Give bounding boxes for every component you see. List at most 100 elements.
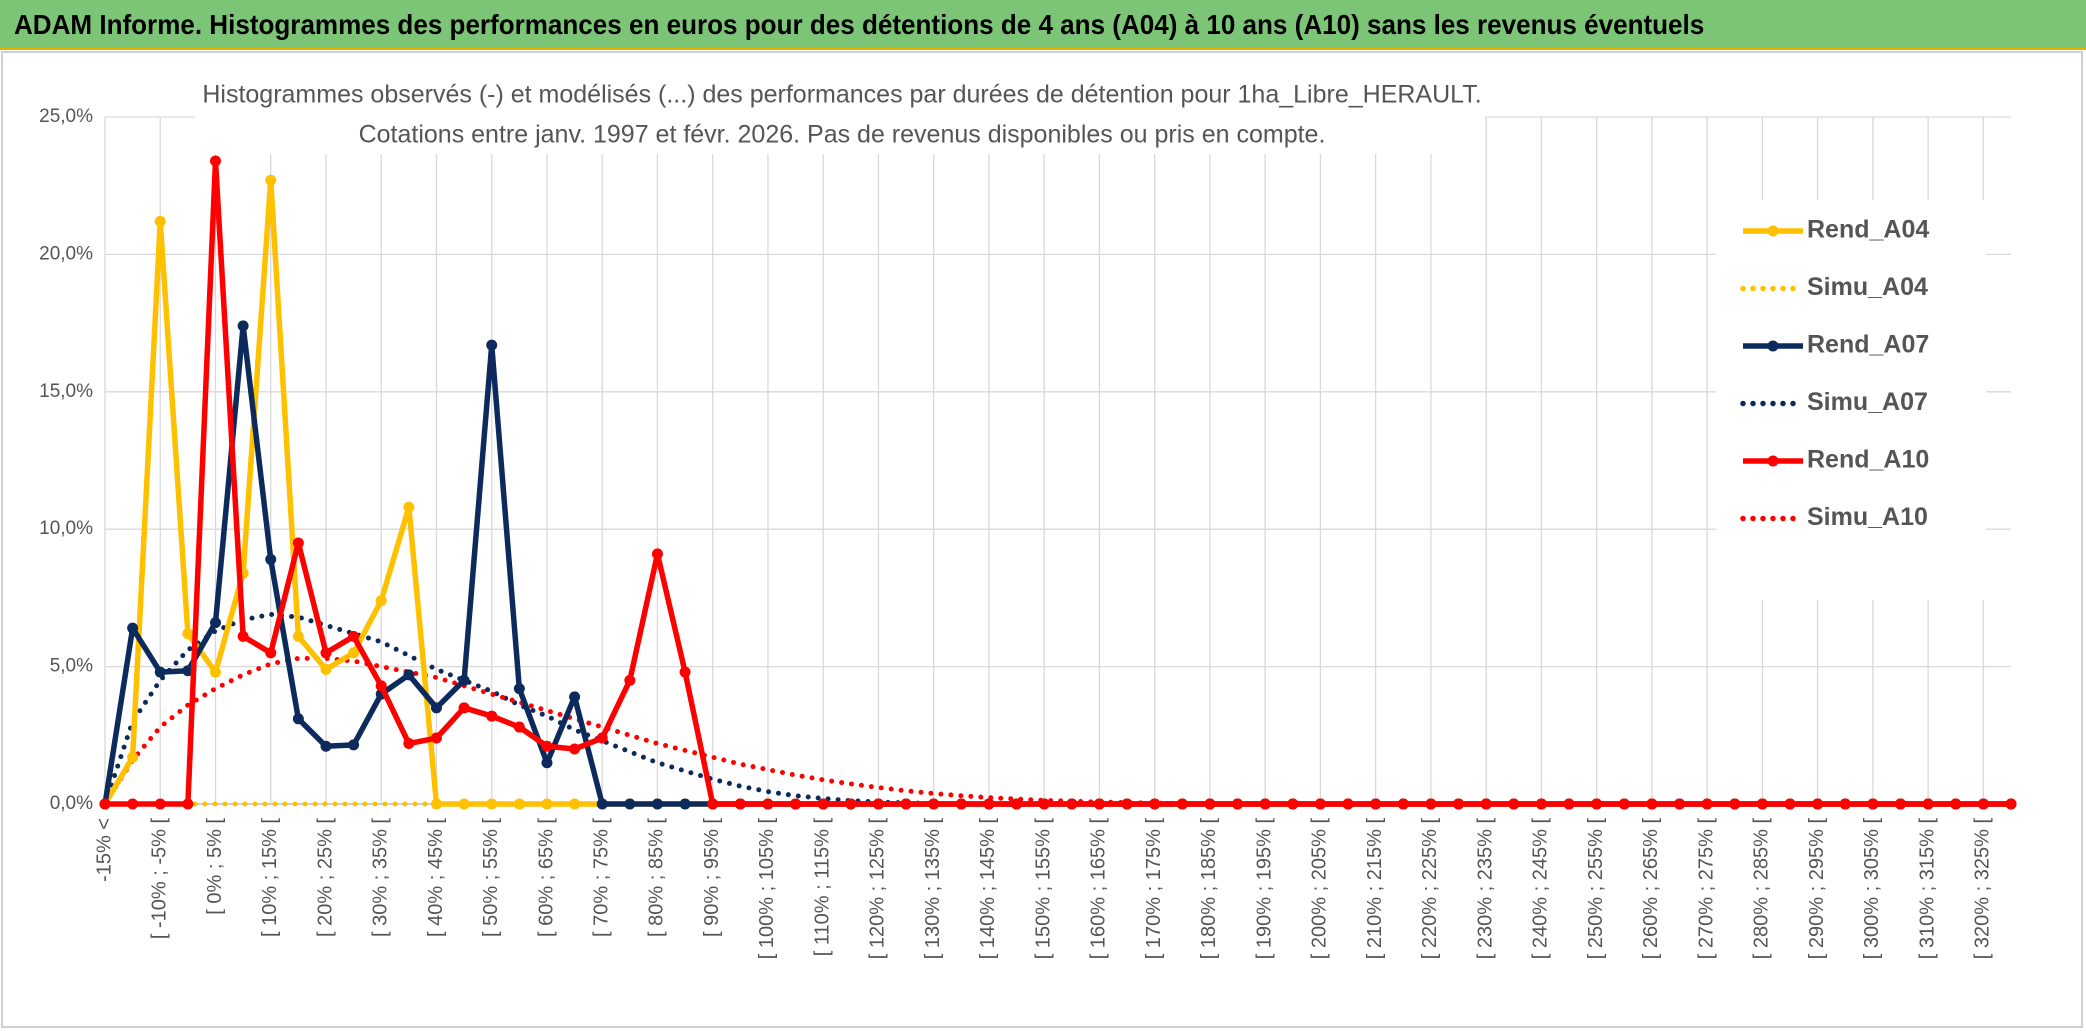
point [1922,798,1934,810]
point [486,798,498,810]
point [569,691,581,703]
point [209,155,221,167]
point [1756,798,1768,810]
chart-title: Histogrammes observés (-) et modélisés (… [202,81,1481,109]
point [1038,798,1050,810]
point [375,595,387,607]
point [292,537,304,549]
point [1618,798,1630,810]
point [1701,798,1713,810]
point [928,798,940,810]
x-tick-label: [ 160% ; 165% [ [1088,818,1110,960]
point [624,674,636,686]
x-tick-label: [ 90% ; 95% [ [701,818,723,937]
legend-label: Rend_A07 [1807,331,1929,359]
point [513,683,525,695]
point [569,743,581,755]
point [1839,798,1851,810]
point [1149,798,1161,810]
point [403,501,415,513]
point [403,669,415,681]
legend-box [1716,200,1986,600]
point [1370,798,1382,810]
title-box [195,70,1485,154]
x-tick-label: [ 10% ; 15% [ [259,818,281,937]
x-tick-label: [ 50% ; 55% [ [480,818,502,937]
point [679,798,691,810]
point [154,798,166,810]
legend-label: Simu_A07 [1807,388,1928,416]
point [1342,798,1354,810]
x-tick-label: [ 20% ; 25% [ [314,818,336,937]
point [762,798,774,810]
point [430,798,442,810]
point [1287,798,1299,810]
point [1121,798,1133,810]
x-tick-label: [ 310% ; 315% [ [1916,818,1938,960]
point [790,798,802,810]
point [1784,798,1796,810]
point [209,617,221,629]
x-tick-label: [ 40% ; 45% [ [425,818,447,937]
point [458,674,470,686]
x-tick-label: [ 240% ; 245% [ [1530,818,1552,960]
x-tick-label: [ 120% ; 125% [ [867,818,889,960]
point [1425,798,1437,810]
point [486,339,498,351]
point [596,732,608,744]
point [1259,798,1271,810]
point [127,798,139,810]
x-tick-label: [ 260% ; 265% [ [1640,818,1662,960]
point [1176,798,1188,810]
legend-label: Simu_A04 [1807,273,1928,301]
point [1397,798,1409,810]
point [430,732,442,744]
point [624,798,636,810]
point [127,751,139,763]
point [513,721,525,733]
y-tick-label: 15,0% [39,381,93,402]
point [1232,798,1244,810]
point [872,798,884,810]
point [458,798,470,810]
point [1093,798,1105,810]
x-tick-label: [ 210% ; 215% [ [1364,818,1386,960]
legend-marker [1767,455,1779,467]
point [983,798,995,810]
x-tick-label: [ 100% ; 105% [ [756,818,778,960]
point [569,798,581,810]
legend-marker [1767,225,1779,237]
x-tick-label: [ 230% ; 235% [ [1474,818,1496,960]
point [348,739,360,751]
point [707,798,719,810]
x-tick-label: [ 270% ; 275% [ [1695,818,1717,960]
point [1812,798,1824,810]
point [182,628,194,640]
legend-label: Rend_A10 [1807,446,1929,474]
x-tick-label: [ 140% ; 145% [ [977,818,999,960]
point [1977,798,1989,810]
point [1563,798,1575,810]
point [237,320,249,332]
x-tick-label: [ 300% ; 305% [ [1861,818,1883,960]
y-tick-label: 20,0% [39,243,93,264]
x-tick-label: [ 150% ; 155% [ [1032,818,1054,960]
point [541,757,553,769]
x-tick-label: [ 220% ; 225% [ [1419,818,1441,960]
point [486,710,498,722]
point [1204,798,1216,810]
point [127,622,139,634]
point [430,702,442,714]
point [1950,798,1962,810]
x-tick-label: [ 130% ; 135% [ [922,818,944,960]
legend-marker [1767,340,1779,352]
x-tick-label: [ 200% ; 205% [ [1309,818,1331,960]
point [403,738,415,750]
point [375,680,387,692]
point [1646,798,1658,810]
point [541,798,553,810]
chart-subtitle: Cotations entre janv. 1997 et févr. 2026… [359,121,1326,149]
point [1508,798,1520,810]
point [596,798,608,810]
